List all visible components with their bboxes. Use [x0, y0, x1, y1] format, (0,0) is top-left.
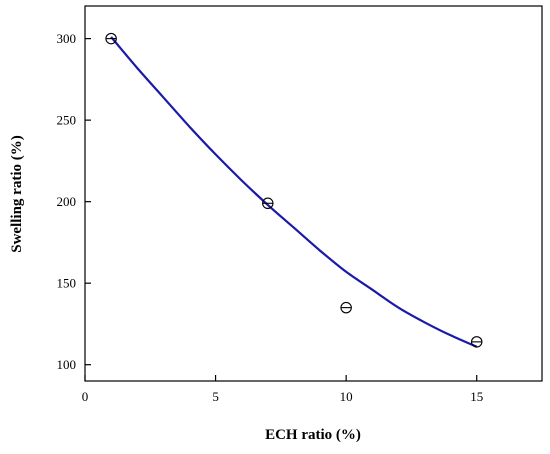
x-tick-label: 15	[470, 389, 483, 404]
plot-frame	[84, 5, 543, 382]
y-tick-label: 300	[57, 31, 77, 46]
data-points	[105, 32, 483, 348]
fit-curve	[110, 36, 478, 348]
x-tick-label: 5	[212, 389, 219, 404]
data-point	[105, 32, 117, 45]
y-tick-label: 150	[57, 276, 77, 291]
data-point	[262, 197, 274, 210]
x-tick-label: 0	[82, 389, 89, 404]
y-axis-title: Swelling ratio (%)	[9, 135, 25, 253]
y-tick-label: 250	[57, 113, 77, 128]
x-axis-title: ECH ratio (%)	[265, 427, 361, 443]
y-tick-label: 100	[57, 357, 77, 372]
x-tick-label: 10	[340, 389, 353, 404]
y-axis-ticks: 100 150 200 250 300	[57, 31, 91, 372]
data-point	[470, 336, 483, 348]
data-point	[340, 301, 352, 314]
y-tick-label: 200	[57, 194, 77, 209]
x-axis-ticks: 0 5 10 15	[82, 375, 483, 404]
